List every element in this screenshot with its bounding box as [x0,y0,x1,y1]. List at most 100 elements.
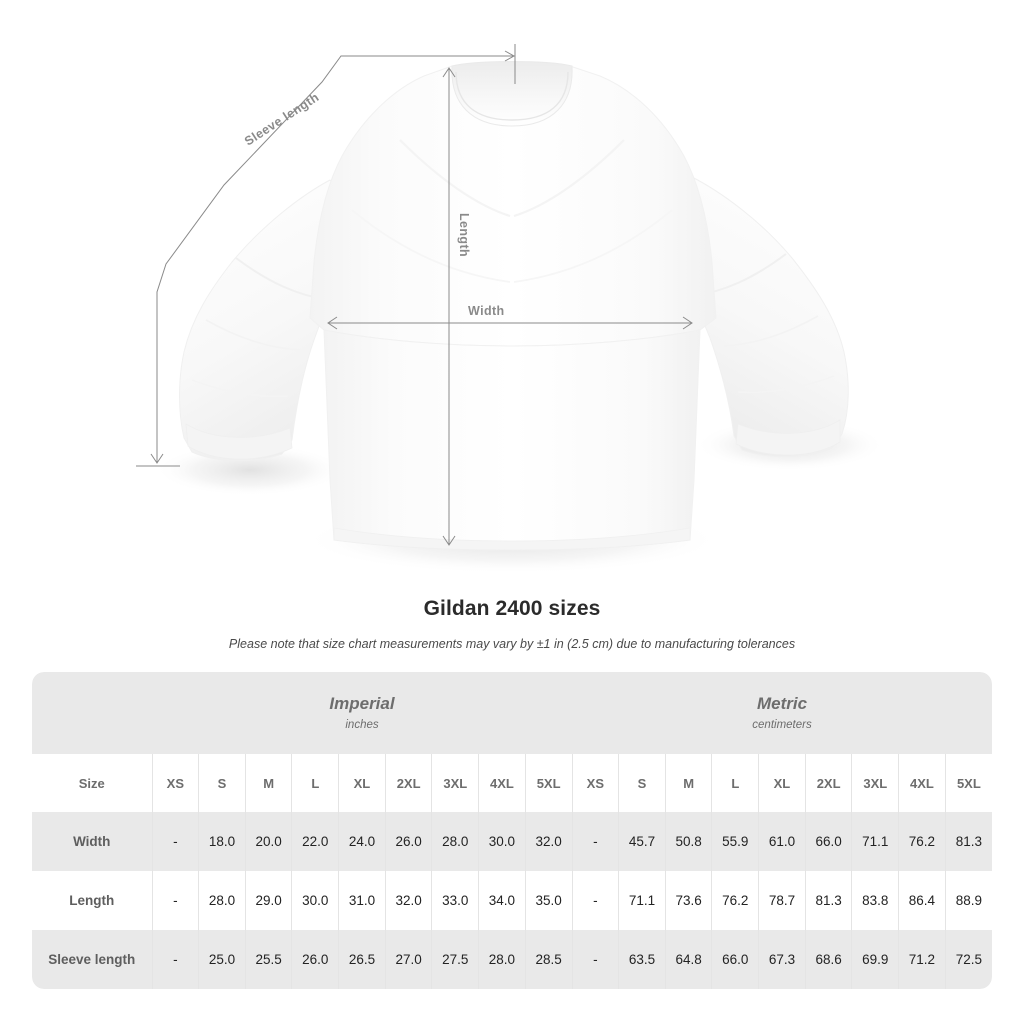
measurement-cell: 18.0 [198,812,246,871]
size-header-cell: S [618,754,666,812]
unit-band-row: Imperial inches Metric centimeters [32,672,992,754]
measurement-cell: 26.0 [384,812,432,871]
size-header-cell: XS [571,754,619,812]
size-header-cell: L [711,754,759,812]
measurement-cell: 81.3 [944,812,992,871]
measurement-cell: 26.0 [291,930,339,989]
measurement-cell: 63.5 [618,930,666,989]
size-header-label: Size [32,754,152,812]
size-header-cell: S [198,754,246,812]
measurement-cell: 28.5 [524,930,572,989]
measurement-cell: 20.0 [244,812,292,871]
row-label: Sleeve length [32,930,152,989]
unit-section-imperial: Imperial inches [152,672,572,754]
measurement-cell: 34.0 [478,871,526,930]
measurement-cell: 66.0 [711,930,759,989]
unit-band-spacer [32,672,152,754]
measurement-cell: - [151,930,199,989]
unit-section-sub: centimeters [752,719,812,731]
measurement-cell: 76.2 [711,871,759,930]
measurement-cell: 78.7 [758,871,806,930]
size-header-cell: 4XL [898,754,946,812]
measurement-cell: 35.0 [524,871,572,930]
measurement-cell: 27.0 [384,930,432,989]
measurement-cell: - [571,930,619,989]
size-header-cell: M [664,754,712,812]
length-arrow-bottom [442,535,456,546]
size-header-cell: 2XL [384,754,432,812]
measurement-cell: 86.4 [898,871,946,930]
sleeve-length-label: Sleeve length [242,90,322,148]
sleeve-length-arrow-top [504,50,516,62]
size-header-cell: L [291,754,339,812]
width-arrow-right [682,316,693,330]
length-guide: Length [442,67,471,546]
measurement-cell: 25.5 [244,930,292,989]
size-header-cell: 5XL [944,754,992,812]
unit-section-sub: inches [345,719,379,731]
measurement-cell: 25.0 [198,930,246,989]
measurement-cell: 71.1 [618,871,666,930]
measurement-cell: 55.9 [711,812,759,871]
row-label: Width [32,812,152,871]
garment-illustration: Sleeve length Length Width [136,44,885,574]
measurement-cell: - [151,812,199,871]
unit-section-name: Imperial [329,694,395,713]
size-header-cell: 3XL [851,754,899,812]
sleeve-length-line [156,55,515,462]
tolerance-note: Please note that size chart measurements… [228,637,796,651]
measurement-cell: 81.3 [804,871,852,930]
table-row: Width -18.0 20.0 22.0 24.0 26.0 28.0 30.0 32.0-4… [32,812,992,871]
sleeve-length-arrow-bottom [150,453,164,464]
measurement-cell: - [571,871,619,930]
size-header-cell: XS [151,754,199,812]
row-label: Length [32,871,152,930]
measurement-cell: 26.5 [338,930,386,989]
measurement-cell: 30.0 [291,871,339,930]
garment-body [309,61,717,551]
unit-section-name: Metric [756,694,808,713]
size-header-cell: 5XL [524,754,572,812]
measurement-cell: - [571,812,619,871]
measurement-cell: 67.3 [758,930,806,989]
measurement-cell: 88.9 [944,871,992,930]
length-arrow-top [442,67,456,78]
size-chart-table-wrapper: Imperial inches Metric centimeters Size XS S M L… [32,672,992,989]
size-header-cell: 2XL [804,754,852,812]
title-block: Gildan 2400 sizes Please note that size … [0,596,1024,652]
measurement-cell: 27.5 [431,930,479,989]
measurement-cell: 61.0 [758,812,806,871]
measurement-cell: 32.0 [384,871,432,930]
measurement-cell: 71.1 [851,812,899,871]
measurement-cell: - [151,871,199,930]
measurement-cell: 73.6 [664,871,712,930]
size-header-cell: M [244,754,292,812]
measurement-cell: 72.5 [944,930,992,989]
length-label: Length [457,213,471,257]
size-header-cell: 4XL [478,754,526,812]
measurement-cell: 50.8 [664,812,712,871]
measurement-cell: 22.0 [291,812,339,871]
table-row: Sleeve length -25.0 25.5 26.0 26.5 27.0 27.5 28… [32,930,992,989]
table-row: Length -28.0 29.0 30.0 31.0 32.0 33.0 34.0 35.0-… [32,871,992,930]
measurement-cell: 30.0 [478,812,526,871]
size-header-cell: XL [758,754,806,812]
measurement-cell: 29.0 [244,871,292,930]
size-header-row: Size XS S M L XL 2XL 3XL 4XL 5XL XS S M L XL 2XL 3XL 4XL 5… [32,754,992,812]
unit-section-metric: Metric centimeters [572,672,992,754]
measurement-cell: 45.7 [618,812,666,871]
measurement-cell: 24.0 [338,812,386,871]
measurement-cell: 28.0 [478,930,526,989]
page-title: Gildan 2400 sizes [423,597,601,620]
measurement-cell: 76.2 [898,812,946,871]
size-chart-table: Imperial inches Metric centimeters Size XS S M L… [32,672,992,989]
measurement-cell: 71.2 [898,930,946,989]
measurement-cell: 68.6 [804,930,852,989]
measurement-cell: 28.0 [198,871,246,930]
measurement-cell: 28.0 [431,812,479,871]
size-header-cell: 3XL [431,754,479,812]
width-guide: Width [327,304,693,330]
measurement-cell: 66.0 [804,812,852,871]
measurement-cell: 69.9 [851,930,899,989]
measurement-cell: 31.0 [338,871,386,930]
